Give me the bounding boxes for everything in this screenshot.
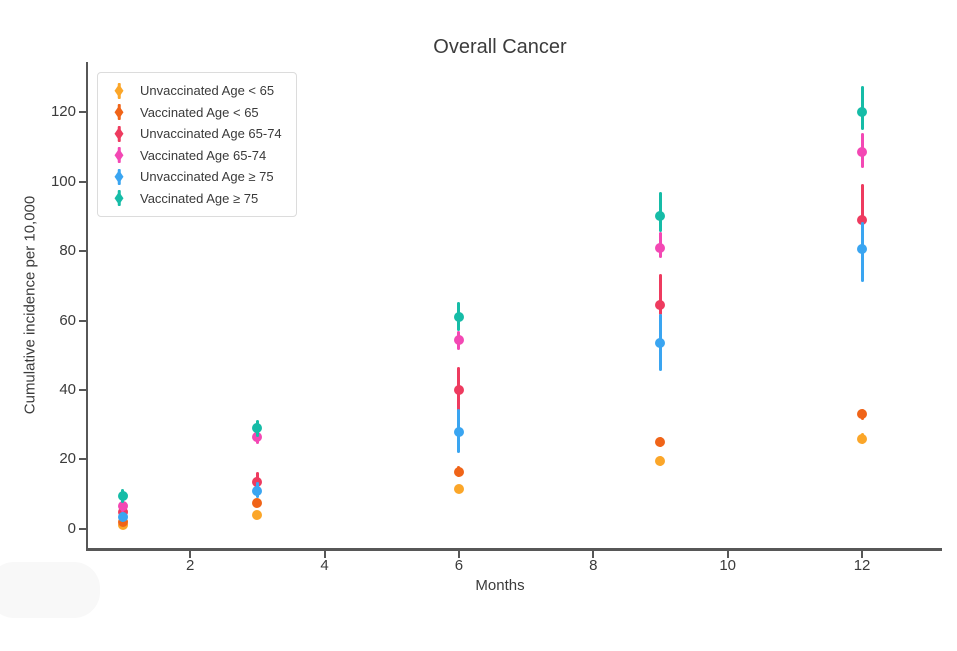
x-tick xyxy=(592,550,595,558)
data-point-s2 xyxy=(453,466,464,477)
data-point-s6 xyxy=(655,211,666,222)
y-axis-spine xyxy=(86,62,88,550)
legend-errorbar-diamond-icon xyxy=(106,102,132,122)
corner-artifact-blob xyxy=(0,562,100,618)
data-point-s4 xyxy=(655,242,666,253)
y-tick-label: 120 xyxy=(50,103,76,121)
x-tick xyxy=(323,550,326,558)
data-point-s1 xyxy=(252,510,263,521)
y-tick xyxy=(79,180,87,183)
legend-label: Vaccinated Age 65-74 xyxy=(140,147,267,163)
legend-label: Vaccinated Age ≥ 75 xyxy=(140,190,259,206)
legend-label: Vaccinated Age < 65 xyxy=(140,104,259,120)
legend-item: Unvaccinated Age < 65 xyxy=(106,80,282,102)
y-tick-label: 0 xyxy=(67,519,76,537)
legend-item: Unvaccinated Age ≥ 75 xyxy=(106,166,282,188)
diamond-marker-icon xyxy=(114,84,124,98)
error-bar-s3 xyxy=(658,273,662,316)
x-axis-label: Months xyxy=(475,577,525,594)
diamond-marker-icon xyxy=(114,105,124,119)
data-point-s4 xyxy=(453,334,464,345)
diamond-marker-icon xyxy=(114,170,124,184)
legend-label: Unvaccinated Age 65-74 xyxy=(140,126,282,142)
y-tick-label: 80 xyxy=(59,242,76,260)
chart-title: Overall Cancer xyxy=(433,36,567,58)
x-tick xyxy=(189,550,192,558)
data-point-s3 xyxy=(453,385,464,396)
y-tick xyxy=(79,527,87,530)
x-tick-label: 2 xyxy=(185,557,195,574)
data-point-s4 xyxy=(857,147,868,158)
data-point-s1 xyxy=(453,483,464,494)
data-point-s2 xyxy=(252,497,263,508)
legend-item: Vaccinated Age 65-74 xyxy=(106,145,282,167)
diamond-marker-icon xyxy=(114,148,124,162)
data-point-s5 xyxy=(252,485,263,496)
data-point-s2 xyxy=(857,409,868,420)
x-axis-spine xyxy=(86,548,942,551)
data-point-s6 xyxy=(857,107,868,118)
legend-errorbar-diamond-icon xyxy=(106,124,132,144)
data-point-s1 xyxy=(857,433,868,444)
x-tick-label: 12 xyxy=(853,557,871,574)
y-tick xyxy=(79,458,87,461)
legend-errorbar-diamond-icon xyxy=(106,81,132,101)
data-point-s2 xyxy=(117,516,128,527)
data-point-s5 xyxy=(857,244,868,255)
y-tick-label: 60 xyxy=(59,311,76,329)
data-point-s6 xyxy=(117,490,128,501)
data-point-s4 xyxy=(117,501,128,512)
y-tick xyxy=(79,250,87,253)
data-point-s5 xyxy=(117,511,128,522)
data-point-s4 xyxy=(252,431,263,442)
legend-errorbar-diamond-icon xyxy=(106,167,132,187)
data-point-s5 xyxy=(453,426,464,437)
x-tick-label: 4 xyxy=(320,557,329,574)
legend-label: Unvaccinated Age < 65 xyxy=(140,83,275,99)
y-tick-label: 40 xyxy=(59,381,76,399)
diamond-marker-icon xyxy=(114,191,124,205)
y-tick xyxy=(79,389,87,392)
x-tick-label: 6 xyxy=(454,557,464,574)
data-point-s3 xyxy=(655,300,666,310)
data-point-s1 xyxy=(655,456,666,467)
x-tick-label: 8 xyxy=(589,557,598,574)
legend-errorbar-diamond-icon xyxy=(106,145,132,165)
legend-errorbar-diamond-icon xyxy=(106,188,132,208)
x-tick xyxy=(457,550,460,558)
legend-item: Unvaccinated Age 65-74 xyxy=(106,123,282,145)
legend-item: Vaccinated Age ≥ 75 xyxy=(106,188,282,210)
data-point-s2 xyxy=(655,437,666,448)
diamond-marker-icon xyxy=(114,127,124,141)
legend-label: Unvaccinated Age ≥ 75 xyxy=(140,169,274,185)
x-tick xyxy=(861,550,864,558)
y-tick-label: 20 xyxy=(59,450,76,468)
data-point-s6 xyxy=(453,312,464,323)
error-bar-s3 xyxy=(860,183,864,227)
y-tick xyxy=(79,111,87,114)
x-tick xyxy=(726,550,729,558)
legend-item: Vaccinated Age < 65 xyxy=(106,102,282,124)
y-tick xyxy=(79,319,87,322)
x-tick-label: 10 xyxy=(719,557,737,574)
y-tick-label: 100 xyxy=(50,172,76,190)
legend: Unvaccinated Age < 65 Vaccinated Age < 65… xyxy=(97,72,297,217)
data-point-s6 xyxy=(252,423,263,434)
data-point-s5 xyxy=(655,338,666,349)
data-point-s3 xyxy=(857,214,868,225)
